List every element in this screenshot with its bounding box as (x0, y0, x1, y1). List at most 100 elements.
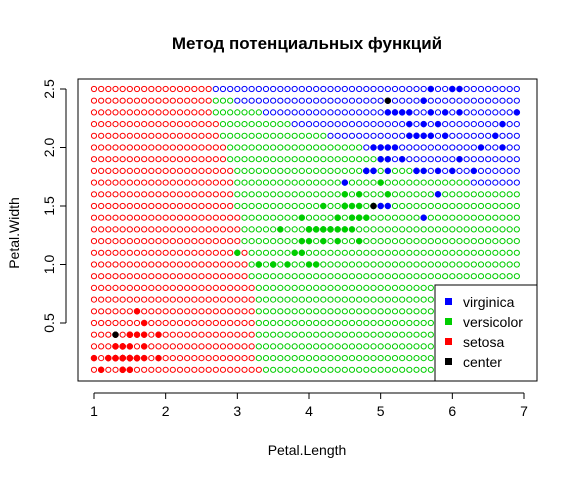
grid-point-setosa (234, 284, 241, 291)
grid-point-versicolor (262, 191, 270, 198)
grid-point-setosa (112, 109, 119, 116)
grid-point-versicolor (334, 308, 341, 315)
grid-point-versicolor (399, 179, 406, 186)
grid-point-virginica (219, 85, 227, 93)
grid-point-versicolor (313, 179, 320, 186)
grid-point-versicolor (377, 355, 384, 362)
grid-point-versicolor (499, 238, 506, 245)
grid-point-setosa (212, 179, 219, 186)
data-point-virginica (420, 120, 427, 128)
grid-point-setosa (155, 366, 162, 373)
grid-point-versicolor (377, 249, 384, 256)
grid-point-versicolor (413, 355, 420, 362)
grid-point-virginica (485, 132, 492, 139)
grid-point-virginica (255, 85, 262, 93)
data-point-virginica (384, 167, 392, 175)
grid-point-versicolor (291, 308, 298, 315)
grid-point-setosa (205, 284, 212, 291)
grid-point-setosa (205, 343, 212, 350)
grid-point-setosa (234, 273, 241, 280)
grid-point-setosa (205, 261, 212, 268)
grid-point-versicolor (327, 249, 334, 256)
grid-point-versicolor (255, 308, 262, 315)
grid-point-setosa (133, 319, 141, 327)
grid-point-versicolor (363, 355, 370, 362)
grid-point-setosa (105, 296, 112, 303)
grid-point-setosa (133, 97, 141, 104)
grid-point-versicolor (277, 202, 284, 210)
grid-point-versicolor (427, 202, 434, 210)
data-point-versicolor (305, 237, 313, 245)
grid-point-setosa (212, 132, 219, 139)
grid-point-versicolor (356, 355, 363, 362)
grid-point-setosa (205, 167, 212, 174)
grid-point-setosa (148, 109, 155, 116)
grid-point-setosa (112, 261, 119, 268)
grid-point-setosa (155, 144, 162, 151)
grid-point-setosa (176, 366, 184, 373)
grid-point-versicolor (377, 167, 384, 174)
grid-point-virginica (334, 109, 341, 116)
grid-point-versicolor (234, 144, 241, 151)
grid-point-versicolor (506, 249, 513, 256)
grid-point-versicolor (320, 284, 327, 291)
grid-point-virginica (413, 97, 420, 104)
grid-point-setosa (191, 179, 198, 186)
grid-point-setosa (191, 366, 198, 373)
grid-point-versicolor (399, 308, 406, 315)
grid-point-virginica (477, 179, 485, 186)
data-point-virginica (456, 85, 463, 93)
data-point-center (112, 331, 119, 338)
grid-point-setosa (141, 238, 148, 245)
grid-point-setosa (176, 273, 184, 280)
grid-point-setosa (227, 167, 234, 174)
grid-point-setosa (90, 167, 98, 174)
grid-point-virginica (298, 85, 305, 93)
grid-point-setosa (205, 109, 212, 116)
grid-point-setosa (90, 366, 98, 373)
grid-point-setosa (205, 191, 212, 198)
grid-point-setosa (184, 121, 191, 128)
grid-point-versicolor (384, 319, 391, 327)
grid-point-virginica (363, 85, 370, 93)
grid-point-versicolor (320, 343, 327, 350)
grid-point-versicolor (313, 214, 320, 221)
grid-point-versicolor (391, 261, 399, 268)
grid-point-versicolor (463, 273, 470, 280)
grid-point-versicolor (384, 226, 391, 233)
grid-point-versicolor (384, 308, 391, 315)
grid-point-virginica (492, 156, 499, 163)
grid-point-versicolor (370, 308, 377, 315)
y-axis-label: Petal.Width (6, 197, 22, 269)
grid-point-setosa (141, 226, 148, 233)
grid-point-versicolor (420, 366, 427, 373)
grid-point-setosa (112, 121, 119, 128)
grid-point-versicolor (363, 366, 370, 373)
grid-point-virginica (485, 85, 492, 93)
grid-point-setosa (148, 238, 155, 245)
grid-point-versicolor (420, 238, 427, 245)
data-point-versicolor (305, 226, 313, 233)
grid-point-setosa (98, 156, 105, 163)
grid-point-setosa (169, 296, 176, 303)
grid-point-virginica (499, 156, 506, 163)
grid-point-setosa (184, 308, 191, 315)
grid-point-virginica (291, 97, 298, 104)
grid-point-versicolor (363, 179, 370, 186)
grid-point-virginica (485, 144, 492, 151)
grid-point-setosa (184, 226, 191, 233)
grid-point-setosa (191, 296, 198, 303)
grid-point-virginica (449, 132, 456, 139)
grid-point-versicolor (399, 226, 406, 233)
grid-point-setosa (141, 109, 148, 116)
grid-point-virginica (506, 85, 513, 93)
grid-point-virginica (456, 121, 463, 128)
grid-point-setosa (205, 308, 212, 315)
grid-point-setosa (133, 179, 141, 186)
grid-point-virginica (463, 85, 470, 93)
data-point-virginica (406, 120, 413, 128)
grid-point-versicolor (219, 121, 227, 128)
grid-point-versicolor (492, 214, 499, 221)
grid-point-versicolor (427, 319, 434, 327)
grid-point-versicolor (420, 191, 427, 198)
